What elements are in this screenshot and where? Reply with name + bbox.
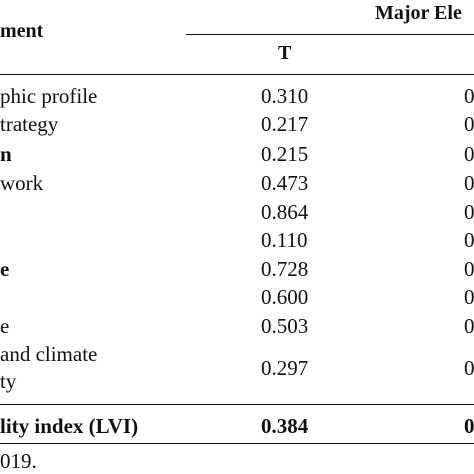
row-t-value: 0.473 [261,171,309,195]
row-label: phic profile [0,84,98,108]
row-t-value: 0.864 [261,200,309,224]
total-bottom-rule [0,443,474,444]
major-elements-group-header: Major Ele [375,2,462,24]
group-header-rule [186,34,474,35]
total-top-rule [0,404,474,405]
row-t-value: 0.297 [261,356,309,380]
row-col2-value: 0 [464,356,474,380]
row-col2-value: 0 [464,84,474,108]
row-label: e [0,257,10,281]
row-col2-value: 0 [464,171,474,195]
row-col2-value: 0 [464,257,474,281]
row-col2-value: 0 [464,285,474,309]
row-label: e [0,314,10,338]
row-t-value: 0.503 [261,314,309,338]
row-col2-value: 0 [464,200,474,224]
row-t-value: 0.215 [261,142,309,166]
row-t-value: 0.600 [261,285,309,309]
row-label-line2: ty [0,369,17,393]
row-label: n [0,142,12,166]
row-label: trategy [0,112,59,136]
header-bottom-rule [0,74,474,75]
row-label: and climate [0,342,98,366]
total-row-t-value: 0.384 [261,414,309,438]
row-t-value: 0.217 [261,112,309,136]
row-col2-value: 0 [464,314,474,338]
total-row-label: lity index (LVI) [0,414,139,438]
row-col2-value: 0 [464,112,474,136]
row-t-value: 0.310 [261,84,309,108]
component-column-header: ment [0,20,44,42]
total-row-col2-value: 0 [464,414,474,438]
row-t-value: 0.728 [261,257,309,281]
row-label: work [0,171,44,195]
t-column-header: T [278,42,292,64]
footnote: 019. [0,449,37,473]
row-col2-value: 0 [464,142,474,166]
row-col2-value: 0 [464,228,474,252]
row-t-value: 0.110 [261,228,308,252]
